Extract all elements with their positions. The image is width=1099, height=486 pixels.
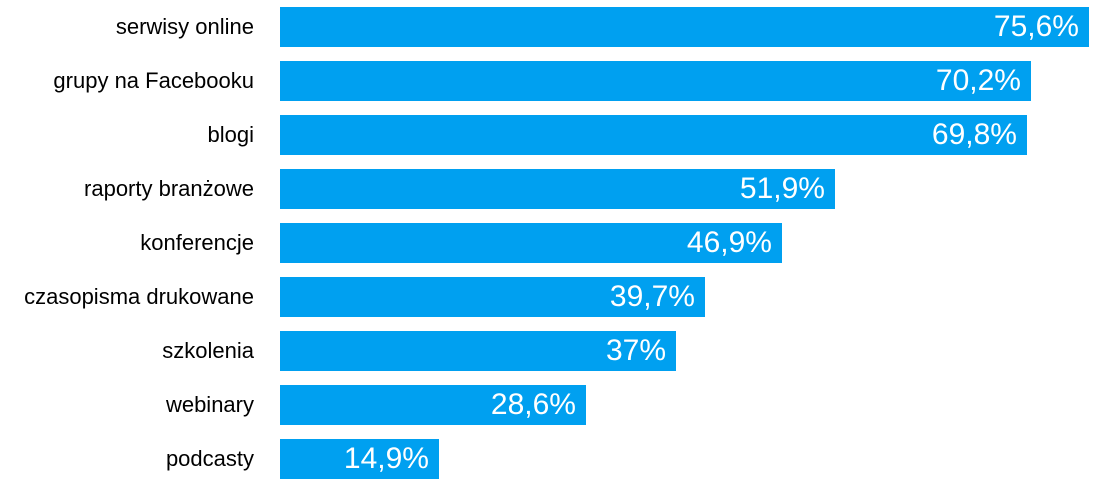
- chart-row: grupy na Facebooku 70,2%: [0, 54, 1099, 108]
- category-label: raporty branżowe: [84, 176, 254, 201]
- bar-value-label: 46,9%: [686, 226, 772, 259]
- chart-row: serwisy online 75,6%: [0, 0, 1099, 54]
- chart-row: konferencje 46,9%: [0, 216, 1099, 270]
- chart-row: szkolenia 37%: [0, 324, 1099, 378]
- chart-row: blogi 69,8%: [0, 108, 1099, 162]
- chart-row: raporty branżowe 51,9%: [0, 162, 1099, 216]
- bar-value-label: 28,6%: [490, 388, 576, 421]
- bar-value-label: 75,6%: [993, 10, 1079, 43]
- bar-value-label: 70,2%: [935, 64, 1021, 97]
- category-label: grupy na Facebooku: [53, 68, 254, 93]
- category-label: konferencje: [140, 230, 254, 255]
- bar: 70,2%: [280, 61, 1031, 101]
- bar-value-label: 14,9%: [343, 442, 429, 475]
- bar: 69,8%: [280, 115, 1027, 155]
- bar: 75,6%: [280, 7, 1089, 47]
- category-label: czasopisma drukowane: [24, 284, 254, 309]
- bar: 39,7%: [280, 277, 705, 317]
- chart-row: czasopisma drukowane 39,7%: [0, 270, 1099, 324]
- category-label: podcasty: [165, 446, 254, 471]
- bar-value-label: 39,7%: [609, 280, 695, 313]
- bar-value-label: 51,9%: [739, 172, 825, 205]
- category-label: szkolenia: [162, 338, 254, 363]
- category-label: serwisy online: [115, 14, 254, 39]
- bar: 46,9%: [280, 223, 782, 263]
- bar-value-label: 69,8%: [931, 118, 1017, 151]
- chart-row: webinary 28,6%: [0, 378, 1099, 432]
- bar: 51,9%: [280, 169, 835, 209]
- bar: 14,9%: [280, 439, 439, 479]
- bar-value-label: 37%: [605, 334, 666, 367]
- category-label: webinary: [165, 392, 254, 417]
- bar: 28,6%: [280, 385, 586, 425]
- chart-row: podcasty 14,9%: [0, 432, 1099, 486]
- bar: 37%: [280, 331, 676, 371]
- category-label: blogi: [207, 122, 254, 147]
